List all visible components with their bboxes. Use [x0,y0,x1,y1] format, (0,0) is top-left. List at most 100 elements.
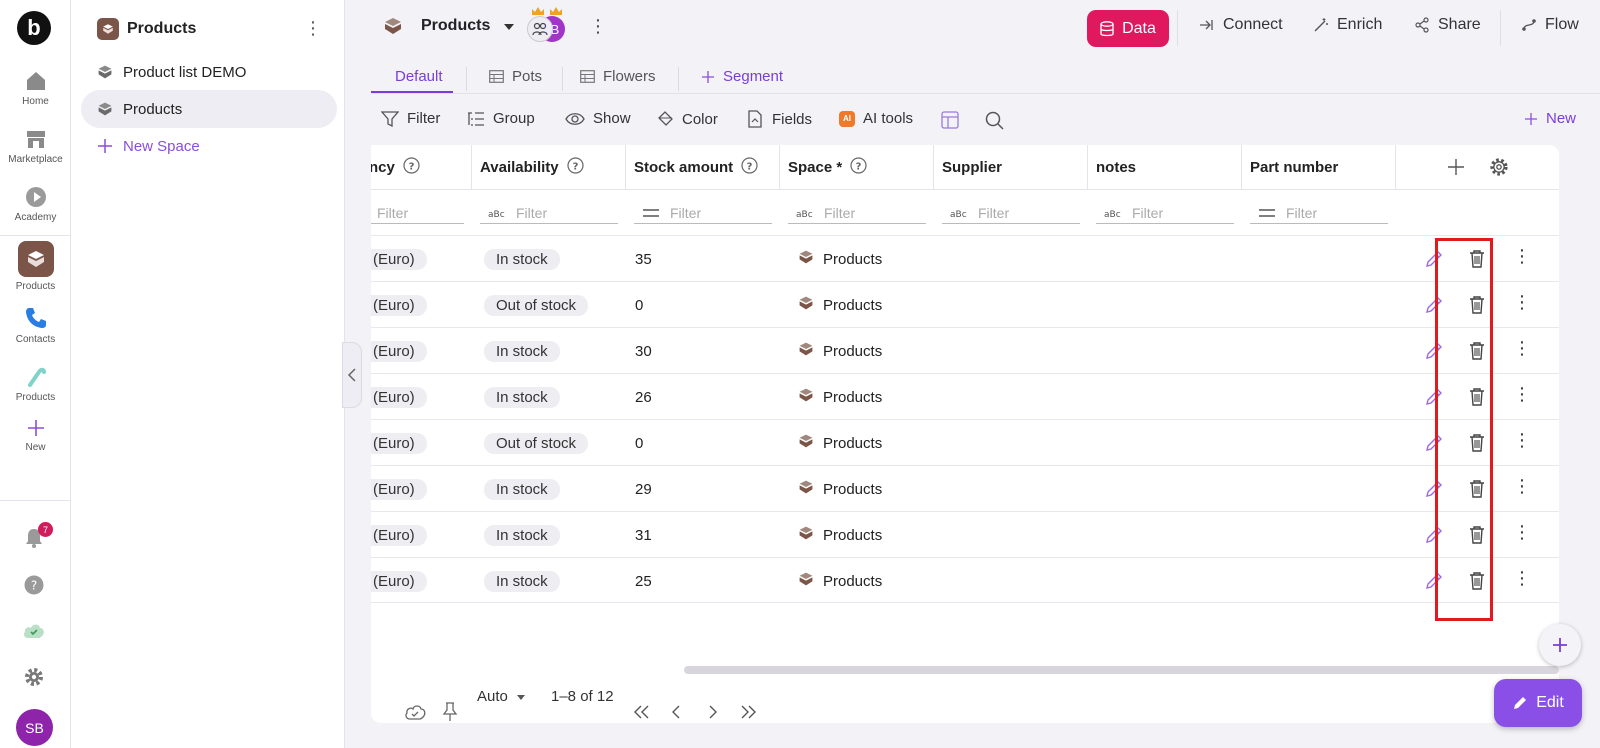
column-header[interactable]: Part number [1242,145,1396,190]
availability-cell[interactable]: In stock [484,236,560,282]
space-cell[interactable]: Products [798,466,882,512]
add-row-button[interactable] [1539,624,1581,666]
group-button[interactable]: Group [467,110,535,127]
space-menu-icon[interactable]: ⋮ [589,16,607,36]
new-space-button[interactable]: New Space [81,127,337,165]
rail-item-products[interactable]: Products [0,241,71,292]
availability-cell[interactable]: In stock [484,558,560,604]
collaborators[interactable]: B [527,7,571,43]
currency-cell[interactable]: (Euro) [371,236,427,282]
currency-cell[interactable]: (Euro) [371,328,427,374]
currency-cell[interactable]: (Euro) [371,512,427,558]
space-cell[interactable]: Products [798,328,882,374]
notes-cell[interactable] [1088,512,1242,558]
trash-icon[interactable] [1468,525,1486,549]
ai-tools-button[interactable]: AI AI tools [839,110,913,127]
stock-amount-cell[interactable]: 26 [635,374,652,420]
row-menu-icon[interactable]: ⋮ [1513,568,1531,588]
first-page-icon[interactable] [632,704,650,720]
trash-icon[interactable] [1468,571,1486,595]
filter-input[interactable]: Filter [634,202,772,224]
tab-default[interactable]: Default [395,68,443,85]
rail-item-new[interactable]: New [0,418,71,453]
sidebar-item-product-list-demo[interactable]: Product list DEMO [81,53,337,91]
filter-input[interactable]: aBc Filter [1096,202,1234,224]
filter-input[interactable]: aBc Filter [480,202,618,224]
row-menu-icon[interactable]: ⋮ [1513,384,1531,404]
horizontal-scrollbar[interactable] [684,666,1559,674]
part-number-cell[interactable] [1242,236,1396,282]
caret-down-icon[interactable] [503,22,515,32]
row-menu-icon[interactable]: ⋮ [1513,476,1531,496]
filter-input[interactable]: aBc Filter [942,202,1080,224]
table-row[interactable]: (Euro) Out of stock 0 Products ⋮ [371,419,1559,465]
availability-cell[interactable]: In stock [484,374,560,420]
part-number-cell[interactable] [1242,282,1396,328]
help-icon[interactable]: ? [403,156,420,178]
notes-cell[interactable] [1088,466,1242,512]
part-number-cell[interactable] [1242,328,1396,374]
column-header[interactable]: notes [1088,145,1242,190]
show-button[interactable]: Show [565,110,631,127]
space-cell[interactable]: Products [798,236,882,282]
notes-cell[interactable] [1088,374,1242,420]
filter-input[interactable]: aBc Filter [788,202,926,224]
part-number-cell[interactable] [1242,512,1396,558]
supplier-cell[interactable] [934,236,1088,282]
notes-cell[interactable] [1088,282,1242,328]
table-row[interactable]: (Euro) In stock 25 Products ⋮ [371,557,1559,603]
app-logo[interactable]: b [17,11,51,45]
sidebar-item-products[interactable]: Products [81,90,337,128]
space-cell[interactable]: Products [798,374,882,420]
stock-amount-cell[interactable]: 30 [635,328,652,374]
help-icon[interactable]: ? [850,156,867,178]
stock-amount-cell[interactable]: 25 [635,558,652,604]
gear-icon[interactable] [23,666,45,688]
next-page-icon[interactable] [707,704,719,720]
cloud-sync-icon[interactable] [22,620,46,640]
color-button[interactable]: Color [656,110,718,128]
data-button[interactable]: Data [1087,10,1169,47]
column-header[interactable]: Supplier [934,145,1088,190]
stock-amount-cell[interactable]: 0 [635,282,643,328]
help-icon[interactable]: ? [741,156,758,178]
stock-amount-cell[interactable]: 29 [635,466,652,512]
table-row[interactable]: (Euro) In stock 35 Products ⋮ [371,235,1559,281]
stock-amount-cell[interactable]: 31 [635,512,652,558]
table-row[interactable]: (Euro) In stock 31 Products ⋮ [371,511,1559,557]
table-row[interactable]: (Euro) Out of stock 0 Products ⋮ [371,281,1559,327]
rail-item-contacts[interactable]: Contacts [0,306,71,345]
filter-input[interactable]: Filter [1250,202,1388,224]
column-header[interactable]: Availability? [472,145,626,190]
row-menu-icon[interactable]: ⋮ [1513,338,1531,358]
notes-cell[interactable] [1088,420,1242,466]
availability-cell[interactable]: Out of stock [484,420,589,466]
space-cell[interactable]: Products [798,420,882,466]
sidebar-menu-icon[interactable]: ⋮ [304,18,322,38]
new-record-button[interactable]: New [1524,110,1576,127]
availability-cell[interactable]: In stock [484,512,560,558]
filter-input[interactable]: Filter [371,202,464,224]
fields-button[interactable]: Fields [746,110,812,128]
help-icon[interactable]: ? [24,575,44,595]
currency-cell[interactable]: (Euro) [371,374,427,420]
availability-cell[interactable]: Out of stock [484,282,589,328]
share-button[interactable]: Share [1414,16,1481,34]
currency-cell[interactable]: (Euro) [371,558,427,604]
availability-cell[interactable]: In stock [484,328,560,374]
pin-icon[interactable] [442,702,458,722]
trash-icon[interactable] [1468,295,1486,319]
notes-cell[interactable] [1088,558,1242,604]
supplier-cell[interactable] [934,374,1088,420]
space-title[interactable]: Products [383,16,490,36]
flow-button[interactable]: Flow [1521,16,1579,34]
supplier-cell[interactable] [934,558,1088,604]
layout-icon[interactable] [941,111,959,129]
column-header[interactable]: ncy? [371,145,472,190]
part-number-cell[interactable] [1242,374,1396,420]
table-row[interactable]: (Euro) In stock 30 Products ⋮ [371,327,1559,373]
trash-icon[interactable] [1468,341,1486,365]
column-header[interactable]: Stock amount? [626,145,780,190]
availability-cell[interactable]: In stock [484,466,560,512]
notes-cell[interactable] [1088,328,1242,374]
